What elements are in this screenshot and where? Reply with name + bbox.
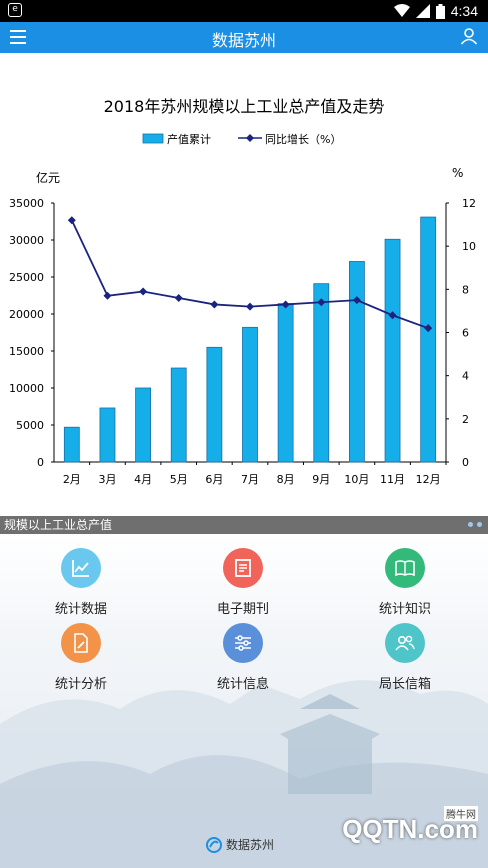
y-tick-right: 4: [462, 370, 469, 383]
y-tick-left: 10000: [9, 382, 44, 395]
menu-item-e-journal[interactable]: 电子期刊: [183, 548, 303, 617]
x-tick-label: 11月: [380, 473, 405, 486]
y-tick-right: 2: [462, 413, 469, 426]
growth-line: [71, 219, 429, 330]
y-tick-right: 6: [462, 327, 469, 340]
menu-item-stat-knowledge[interactable]: 统计知识: [345, 548, 465, 617]
menu-item-stat-data[interactable]: 统计数据: [21, 548, 141, 617]
menu-icon[interactable]: [10, 30, 26, 44]
footer-brand-label: 数据苏州: [226, 838, 275, 852]
chart-line-icon: [72, 560, 89, 577]
footer-brand: 数据苏州: [206, 836, 274, 853]
x-tick-label: 9月: [312, 473, 330, 486]
app-bar: 数据苏州: [0, 22, 488, 53]
legend-bar-swatch: [142, 133, 164, 144]
line-point: [139, 287, 148, 296]
line-point: [246, 302, 254, 311]
legend-line-label: 同比增长（%）: [265, 132, 341, 146]
banner-caption-bar: 规模以上工业总产值: [0, 516, 488, 534]
y-tick-left: 30000: [9, 234, 44, 247]
line-point: [388, 311, 397, 320]
menu-label-stat-data: 统计数据: [54, 602, 107, 617]
bar: [63, 426, 80, 463]
status-right: 4:34: [393, 3, 478, 19]
banner-caption: 规模以上工业总产值: [4, 518, 113, 532]
y-tick-left: 15000: [9, 345, 44, 358]
y-tick-left: 5000: [16, 419, 44, 432]
y-tick-left: 35000: [9, 197, 44, 210]
status-bar: e 4:34: [0, 0, 488, 22]
chart-banner[interactable]: 2018年苏州规模以上工业总产值及走势产值累计 同比增长（%） 亿元% 0 5000 10…: [0, 53, 488, 516]
battery-icon: [435, 3, 445, 19]
x-tick-label: 7月: [241, 473, 259, 486]
bar: [242, 326, 258, 463]
watermark: QQTN.com: [342, 814, 478, 844]
user-icon[interactable]: [460, 27, 478, 45]
menu-item-director-mailbox[interactable]: 局长信箱: [345, 623, 465, 692]
newspaper-icon: [235, 559, 251, 577]
y-tick-left: 20000: [9, 308, 44, 321]
y-tick-left: 0: [37, 456, 44, 469]
line-point: [103, 291, 112, 300]
y-axis-left-label: 亿元: [36, 170, 60, 185]
line-point: [424, 324, 433, 333]
y-axis-right-label: %: [452, 166, 463, 180]
x-tick-label: 12月: [416, 473, 441, 486]
wifi-icon: [393, 4, 410, 17]
y-tick-right: 0: [462, 456, 469, 469]
bar: [206, 346, 223, 463]
y-tick-right: 10: [462, 240, 476, 253]
edit-doc-icon: [74, 633, 88, 653]
menu-item-stat-analysis[interactable]: 统计分析: [21, 623, 141, 692]
x-tick-label: 2月: [63, 473, 81, 486]
menu-item-stat-info[interactable]: 统计信息: [183, 623, 303, 692]
bar: [420, 216, 437, 463]
line-point: [281, 300, 290, 309]
x-tick-label: 10月: [344, 473, 369, 486]
users-icon: [395, 635, 415, 651]
y-tick-right: 12: [462, 197, 476, 210]
watermark-small: 腾牛网: [444, 806, 478, 821]
menu-label-director-mailbox: 局长信箱: [378, 677, 431, 692]
signal-icon: [415, 4, 430, 18]
y-tick-left: 25000: [9, 271, 44, 284]
line-point: [174, 293, 183, 302]
x-tick-label: 3月: [98, 473, 116, 486]
status-time: 4:34: [450, 3, 478, 19]
book-icon: [395, 560, 415, 577]
line-point: [317, 298, 326, 307]
bar: [135, 387, 151, 463]
menu-label-stat-knowledge: 统计知识: [378, 602, 431, 617]
sliders-icon: [235, 635, 251, 651]
menu-label-stat-info: 统计信息: [216, 677, 269, 692]
legend-line-marker: [246, 134, 254, 142]
bar: [384, 238, 401, 463]
bar: [277, 303, 294, 463]
background-landscape-illustration: [0, 680, 488, 868]
x-tick-label: 8月: [277, 473, 295, 486]
menu-label-e-journal: 电子期刊: [216, 602, 269, 617]
x-tick-label: 5月: [170, 473, 188, 486]
line-point: [210, 300, 219, 309]
app-notification-icon: e: [8, 3, 22, 17]
bar: [99, 407, 116, 463]
bar: [349, 261, 365, 463]
bar: [313, 283, 330, 463]
legend-bar-label: 产值累计: [167, 132, 211, 146]
line-point: [67, 216, 76, 225]
chart-title: 2018年苏州规模以上工业总产值及走势: [104, 97, 385, 116]
menu-panel: 统计数据 电子期刊 统计知识 统计分析 统计信息: [0, 534, 488, 868]
y-tick-right: 8: [462, 283, 469, 296]
banner-dots: [468, 522, 482, 527]
line-point: [352, 296, 361, 305]
x-tick-label: 4月: [134, 473, 152, 486]
app-title: 数据苏州: [211, 31, 276, 50]
x-tick-label: 6月: [205, 473, 223, 486]
brand-logo-icon: [206, 836, 222, 853]
bar: [170, 367, 187, 463]
footer: 数据苏州 腾牛网 QQTN.com: [0, 806, 488, 868]
menu-label-stat-analysis: 统计分析: [54, 677, 107, 692]
